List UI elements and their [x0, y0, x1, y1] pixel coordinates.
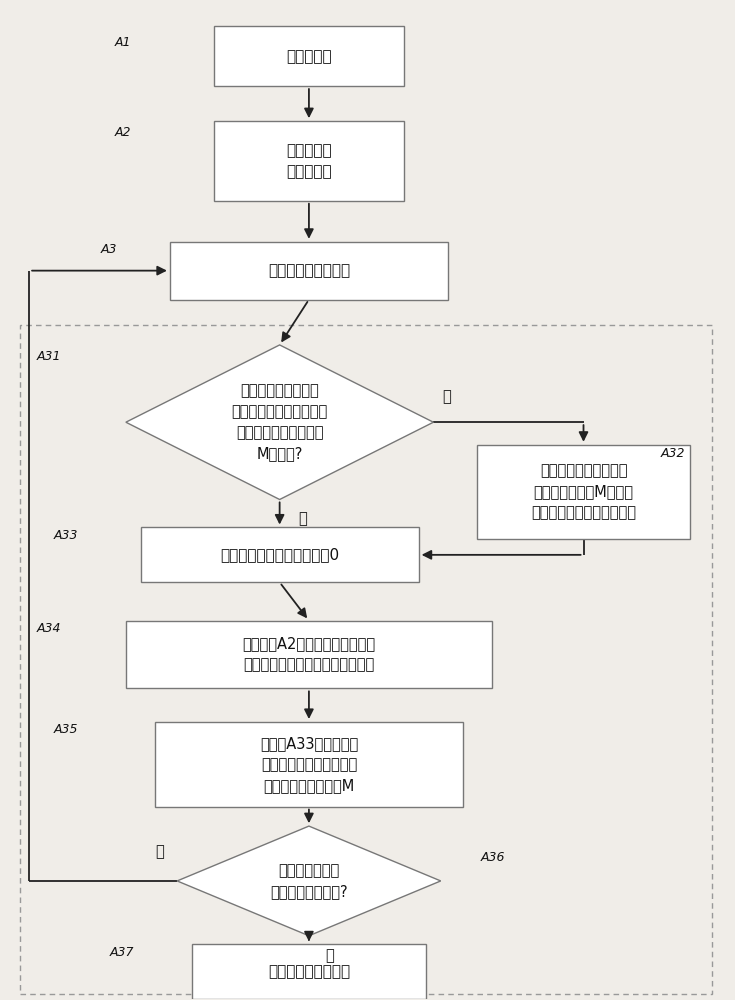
Text: 通过上一帧中高斯模型
学习出的搜索框M，计算
当前帧中高斯方式的检测率: 通过上一帧中高斯模型 学习出的搜索框M，计算 当前帧中高斯方式的检测率 [531, 464, 636, 521]
Text: 平均高斯检测率
大于设定的阈值吗?: 平均高斯检测率 大于设定的阈值吗? [270, 863, 348, 899]
Text: A1: A1 [115, 36, 132, 49]
Text: 令高斯搜索方式的检测率为0: 令高斯搜索方式的检测率为0 [220, 547, 339, 562]
Text: 将步骤A33中检测出的
标注目标更新高斯模型，
从而更新搜索框集合M: 将步骤A33中检测出的 标注目标更新高斯模型， 从而更新搜索框集合M [259, 736, 358, 793]
Text: 参数初始化: 参数初始化 [286, 49, 331, 64]
Text: 否: 否 [442, 389, 451, 404]
FancyBboxPatch shape [126, 621, 492, 688]
Polygon shape [177, 826, 441, 936]
Text: 否: 否 [155, 844, 164, 859]
Text: 是: 是 [298, 511, 306, 526]
FancyBboxPatch shape [477, 445, 689, 539]
Text: A33: A33 [54, 529, 79, 542]
Text: 滑动窗搜索
方式的设置: 滑动窗搜索 方式的设置 [286, 143, 331, 179]
FancyBboxPatch shape [192, 944, 426, 999]
FancyBboxPatch shape [155, 722, 463, 807]
Text: A31: A31 [37, 350, 61, 363]
Text: A35: A35 [54, 723, 79, 736]
FancyBboxPatch shape [214, 26, 404, 86]
Text: 判断当前帧是第一帧
或者上一帧通过高斯模型
学习得出的搜索框集合
M为空吗?: 判断当前帧是第一帧 或者上一帧通过高斯模型 学习得出的搜索框集合 M为空吗? [232, 383, 328, 461]
Polygon shape [126, 345, 434, 500]
Text: 切换至高斯搜索方法: 切换至高斯搜索方法 [268, 964, 350, 979]
Text: A37: A37 [110, 946, 135, 959]
Text: 遍历待处理的视频帧: 遍历待处理的视频帧 [268, 263, 350, 278]
Text: A34: A34 [37, 622, 61, 635]
Text: 是: 是 [325, 948, 334, 963]
Text: A2: A2 [115, 126, 132, 139]
FancyBboxPatch shape [140, 527, 419, 582]
Text: A36: A36 [481, 851, 506, 864]
Text: 通过步骤A2中设置的搜索框集合
计算该帧滑动窗搜索方式的检测率: 通过步骤A2中设置的搜索框集合 计算该帧滑动窗搜索方式的检测率 [243, 637, 376, 673]
Text: A3: A3 [100, 243, 117, 256]
Text: A32: A32 [660, 447, 685, 460]
FancyBboxPatch shape [170, 242, 448, 300]
FancyBboxPatch shape [214, 121, 404, 201]
